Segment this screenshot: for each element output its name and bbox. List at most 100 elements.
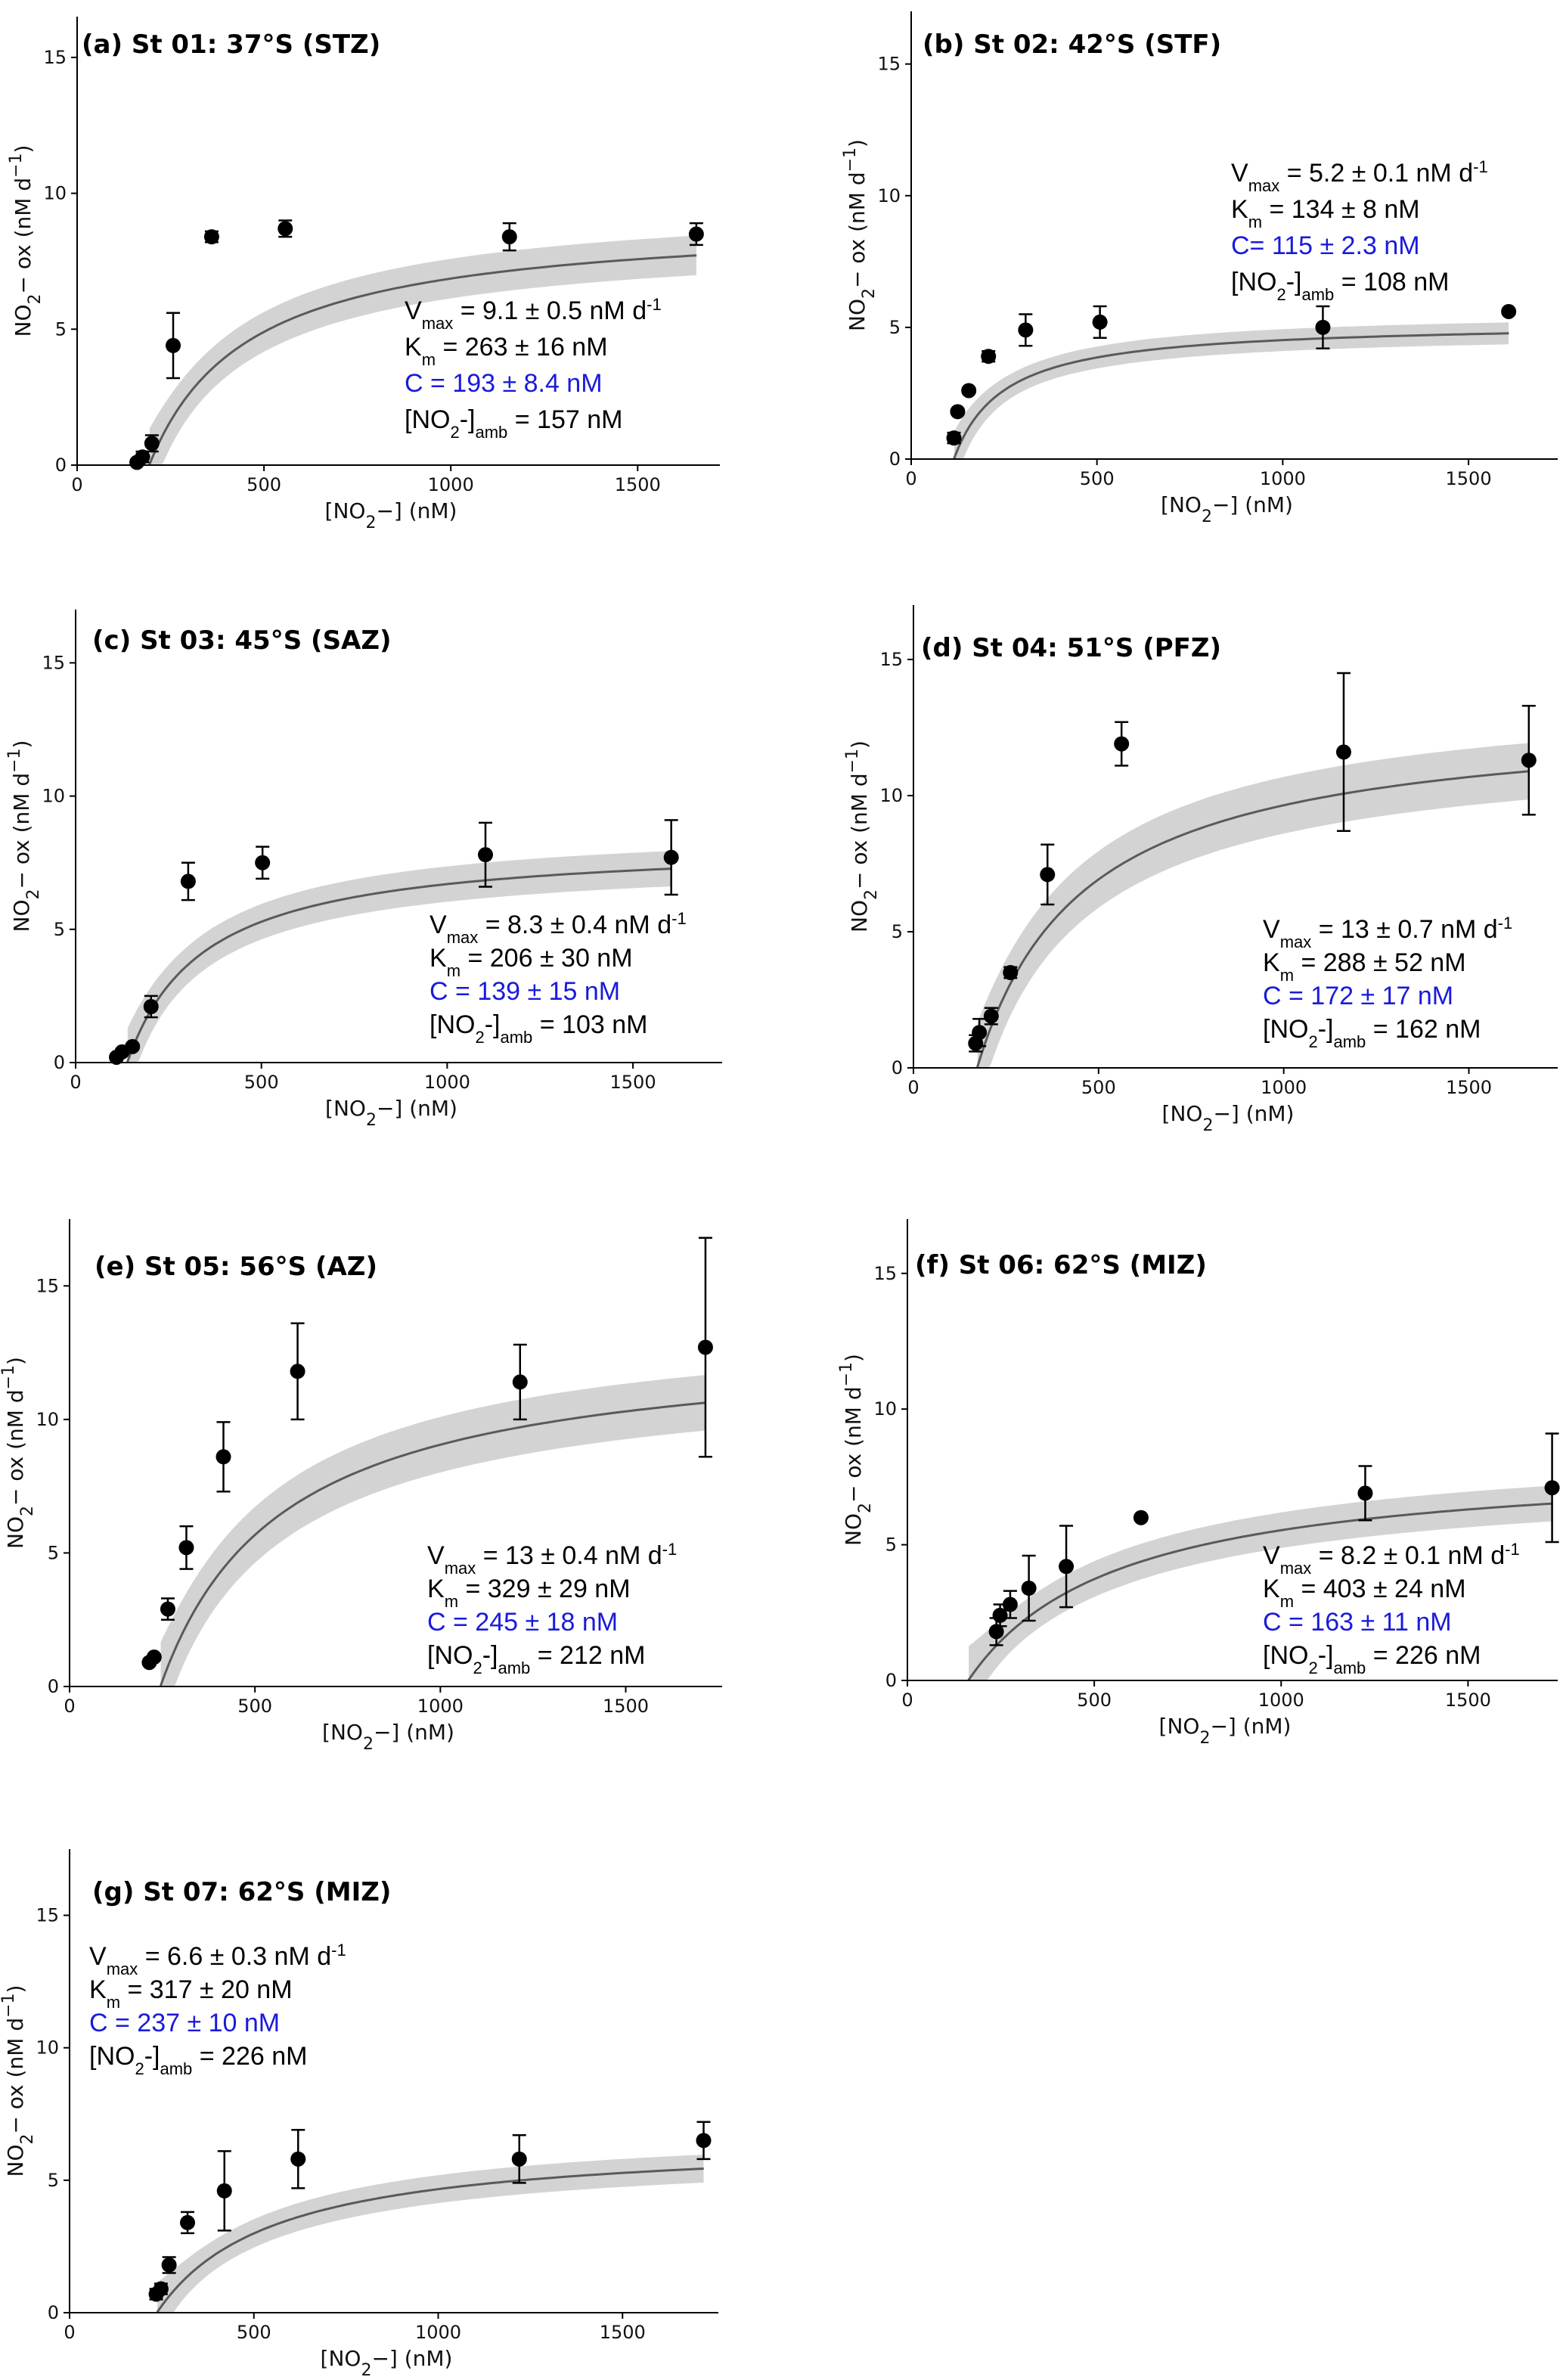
data-point: [988, 1624, 1004, 1640]
y-tick-label: 15: [43, 47, 67, 68]
data-point: [180, 2214, 195, 2230]
data-point: [1501, 303, 1517, 319]
data-point: [153, 2281, 169, 2297]
panel-title: (d) St 04: 51°S (PFZ): [921, 633, 1221, 663]
x-tick-label: 1500: [600, 2322, 646, 2343]
y-tick-label: 5: [889, 317, 901, 338]
x-tick-label: 500: [237, 2322, 271, 2343]
y-tick-label: 0: [885, 1670, 897, 1691]
data-point: [203, 229, 219, 245]
panel-title: (c) St 03: 45°S (SAZ): [92, 625, 392, 656]
data-point: [1003, 965, 1019, 980]
data-point: [981, 349, 997, 365]
fit-curve: [148, 254, 697, 465]
data-point: [166, 337, 181, 353]
x-axis-label: [NO2−] (nM): [322, 1720, 454, 1754]
x-axis-label: [NO2−] (nM): [1159, 1714, 1292, 1748]
data-point: [216, 2183, 232, 2198]
data-point: [946, 430, 962, 446]
data-point: [1021, 1581, 1037, 1596]
stat-vmax: Vmax = 5.2 ± 0.1 nM d-1: [1231, 157, 1488, 195]
x-axis-label: [NO2−] (nM): [1162, 1101, 1295, 1135]
stat-vmax: Vmax = 13 ± 0.7 nM d-1: [1263, 914, 1512, 951]
x-tick-label: 1000: [424, 1072, 470, 1093]
stat-vmax: Vmax = 13 ± 0.4 nM d-1: [427, 1540, 677, 1578]
x-axis-label: [NO2−] (nM): [1161, 492, 1293, 526]
x-axis-label: [NO2−] (nM): [325, 498, 457, 532]
panel-title: (e) St 05: 56°S (AZ): [95, 1252, 377, 1282]
y-tick-label: 5: [892, 921, 903, 942]
data-point: [1357, 1485, 1373, 1501]
data-point: [135, 449, 150, 465]
stat-km: Km = 329 ± 29 nM: [427, 1575, 631, 1611]
data-point: [1114, 736, 1130, 752]
stat-km: Km = 317 ± 20 nM: [89, 1975, 293, 2012]
data-point: [255, 855, 271, 870]
x-tick-label: 1500: [615, 474, 661, 495]
x-tick-label: 0: [64, 1696, 75, 1717]
panel-c: 0 500 1000 1500 0 5 10 15 [NO2−] (nM) NO2− ox (nM…: [5, 610, 722, 1130]
data-point: [160, 1601, 175, 1617]
x-tick-label: 500: [237, 1696, 272, 1717]
stat-c: C = 172 ± 17 nM: [1263, 982, 1453, 1010]
y-tick-label: 10: [36, 2037, 59, 2059]
stat-km: Km = 403 ± 24 nM: [1263, 1575, 1466, 1611]
data-point: [501, 229, 517, 245]
stat-vmax: Vmax = 8.3 ± 0.4 nM d-1: [430, 909, 687, 947]
y-tick-label: 15: [36, 1905, 59, 1926]
y-axis-label: NO2− ox (nM d−1): [7, 145, 45, 337]
data-point: [144, 436, 160, 451]
stat-ambient: [NO2-]amb = 226 nM: [89, 2042, 307, 2078]
y-tick-label: 0: [48, 2302, 59, 2323]
y-axis-label: NO2− ox (nM d−1): [837, 1354, 875, 1546]
y-tick-label: 0: [892, 1057, 903, 1078]
stat-c: C = 193 ± 8.4 nM: [405, 369, 603, 398]
stat-vmax: Vmax = 9.1 ± 0.5 nM d-1: [405, 295, 662, 333]
data-point: [1092, 314, 1108, 330]
data-point: [1040, 867, 1056, 883]
x-tick-label: 500: [244, 1072, 279, 1093]
stat-c: C = 163 ± 11 nM: [1263, 1608, 1452, 1637]
data-point: [290, 1364, 305, 1379]
y-tick-label: 0: [889, 448, 901, 470]
uncertainty-band: [954, 322, 1509, 459]
x-tick-label: 1000: [1258, 1690, 1304, 1711]
stat-c: C = 245 ± 18 nM: [427, 1608, 618, 1637]
data-point: [1059, 1559, 1075, 1575]
data-point: [1315, 319, 1331, 335]
y-tick-label: 10: [877, 185, 901, 206]
fit-curve: [156, 2167, 704, 2313]
panel-title: (f) St 06: 62°S (MIZ): [915, 1250, 1207, 1280]
y-tick-label: 5: [48, 2170, 59, 2191]
fit-curve: [159, 1401, 706, 1686]
data-point: [125, 1038, 141, 1054]
stat-km: Km = 206 ± 30 nM: [430, 944, 633, 980]
data-point: [961, 383, 977, 399]
fit-curve: [976, 770, 1530, 1068]
panel-f: 0 500 1000 1500 0 5 10 15 [NO2−] (nM) NO2− ox (nM…: [837, 1219, 1560, 1748]
y-axis-label: NO2− ox (nM d−1): [841, 139, 879, 331]
x-tick-label: 0: [71, 474, 82, 495]
data-point: [1521, 752, 1537, 768]
y-tick-label: 5: [55, 318, 67, 340]
y-tick-label: 15: [36, 1275, 59, 1296]
data-point: [178, 1540, 194, 1556]
stat-ambient: [NO2-]amb = 103 nM: [430, 1010, 647, 1047]
stat-vmax: Vmax = 8.2 ± 0.1 nM d-1: [1263, 1540, 1520, 1578]
x-tick-label: 1500: [1446, 468, 1492, 489]
x-tick-label: 1500: [1446, 1077, 1492, 1098]
x-tick-label: 1000: [415, 2322, 461, 2343]
panel-b: 0 500 1000 1500 0 5 10 15 [NO2−] (nM) NO2− ox (nM…: [841, 11, 1558, 526]
stat-vmax: Vmax = 6.6 ± 0.3 nM d-1: [89, 1941, 346, 1978]
data-point: [146, 1649, 162, 1665]
x-tick-label: 0: [901, 1690, 913, 1711]
y-axis-label: NO2− ox (nM d−1): [0, 1985, 37, 2177]
data-point: [278, 221, 293, 237]
x-tick-label: 0: [64, 2322, 75, 2343]
stat-ambient: [NO2-]amb = 157 nM: [405, 405, 622, 442]
uncertainty-band: [160, 1375, 706, 1686]
data-point: [950, 404, 966, 420]
data-point: [1018, 322, 1034, 338]
data-point: [143, 999, 159, 1015]
x-tick-label: 0: [905, 468, 916, 489]
